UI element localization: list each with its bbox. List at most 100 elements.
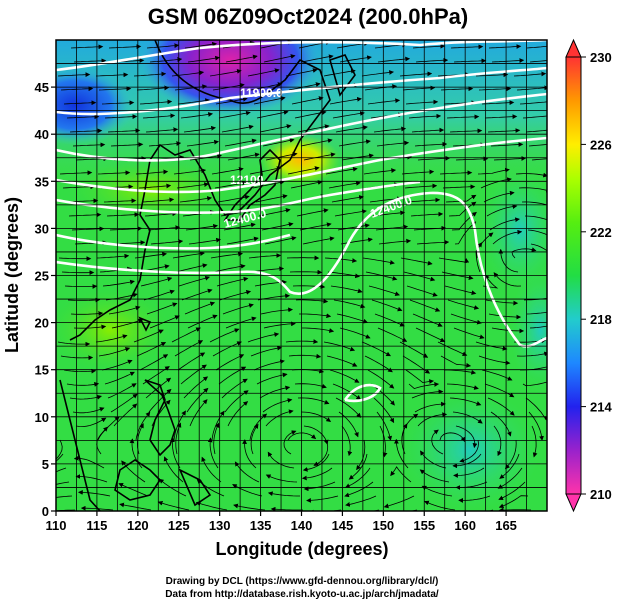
x-tick-label: 165 — [495, 518, 517, 533]
x-tick-label: 125 — [168, 518, 190, 533]
streamline — [525, 129, 547, 133]
streamline — [453, 327, 485, 340]
streamline — [411, 127, 445, 133]
streamline — [475, 242, 483, 273]
streamline — [300, 411, 332, 422]
streamline — [323, 341, 356, 352]
streamline — [227, 401, 249, 427]
streamline — [63, 368, 97, 374]
streamline — [186, 139, 219, 147]
streamline — [335, 397, 362, 418]
streamline — [378, 238, 412, 245]
streamline — [118, 483, 149, 497]
streamline — [442, 184, 476, 190]
streamline — [72, 142, 106, 148]
streamline — [61, 270, 95, 276]
streamline — [424, 500, 456, 511]
streamline — [291, 96, 324, 105]
y-tick-label: 30 — [35, 221, 49, 236]
streamline — [455, 156, 489, 162]
streamline — [158, 478, 187, 497]
streamline — [299, 222, 332, 231]
contour-label-12100: 12100 — [230, 173, 264, 187]
streamline — [252, 180, 285, 189]
streamline — [142, 113, 176, 119]
streamline — [143, 289, 175, 301]
streamline — [179, 196, 212, 203]
streamline — [437, 341, 468, 356]
streamline — [253, 359, 285, 371]
streamline — [195, 501, 228, 511]
streamline — [363, 168, 397, 175]
geopotential-contours — [56, 40, 547, 403]
streamline — [75, 417, 107, 428]
streamline — [402, 85, 436, 91]
streamline — [446, 114, 480, 120]
streamline — [333, 299, 366, 309]
streamline — [417, 155, 451, 161]
streamline — [187, 55, 220, 63]
streamline — [171, 327, 201, 343]
streamline — [367, 369, 395, 389]
streamline — [97, 170, 131, 176]
y-tick-label: 35 — [35, 174, 49, 189]
x-tick-label: 140 — [291, 518, 313, 533]
y-axis-label: Latitude (degrees) — [2, 197, 22, 353]
streamline — [210, 251, 243, 259]
streamline — [348, 453, 368, 480]
streamline — [526, 311, 547, 315]
streamline — [529, 325, 547, 329]
streamline — [177, 98, 210, 105]
streamline — [248, 253, 282, 259]
streamline — [408, 382, 440, 390]
streamline — [145, 127, 179, 133]
streamline — [412, 43, 446, 49]
streamline — [332, 111, 365, 119]
streamline — [481, 100, 515, 106]
streamline — [256, 372, 288, 385]
streamline — [530, 243, 547, 252]
streamline — [141, 197, 175, 203]
streamline — [71, 226, 105, 232]
streamline — [287, 166, 320, 175]
x-tick-label: 130 — [209, 518, 231, 533]
streamline — [478, 355, 511, 366]
credit-drawing: Drawing by DCL (https://www.gfd-dennou.o… — [166, 576, 439, 587]
streamline — [379, 425, 388, 458]
streamline — [139, 99, 173, 105]
colorbar-tick-label: 218 — [590, 312, 612, 327]
streamline — [371, 299, 403, 312]
streamline — [491, 327, 525, 334]
streamline — [107, 383, 137, 399]
streamline — [262, 138, 295, 147]
streamline — [452, 411, 483, 424]
colorbar-bottom-arrow — [565, 493, 582, 513]
y-tick-label: 10 — [35, 410, 49, 425]
streamline — [139, 354, 169, 371]
x-axis-label: Longitude (degrees) — [215, 539, 388, 559]
streamline — [173, 168, 207, 175]
streamline — [69, 128, 103, 134]
streamline — [452, 453, 482, 469]
colorbar-tick-label: 214 — [590, 400, 612, 415]
streamline — [487, 397, 515, 416]
streamline — [361, 341, 392, 357]
streamline — [221, 124, 254, 133]
streamline — [376, 140, 410, 147]
streamline — [176, 182, 209, 189]
streamline — [372, 210, 406, 217]
streamline — [267, 491, 300, 497]
y-tick-label: 45 — [35, 80, 49, 95]
streamline — [488, 44, 522, 49]
streamline — [140, 276, 173, 287]
streamline — [265, 409, 294, 427]
streamline — [516, 85, 547, 91]
streamline — [56, 467, 67, 473]
streamline — [209, 69, 242, 77]
streamline — [249, 166, 282, 175]
streamline — [144, 211, 178, 217]
streamline — [66, 114, 100, 120]
streamline — [415, 327, 446, 342]
streamline — [104, 114, 138, 120]
streamline — [170, 437, 181, 469]
